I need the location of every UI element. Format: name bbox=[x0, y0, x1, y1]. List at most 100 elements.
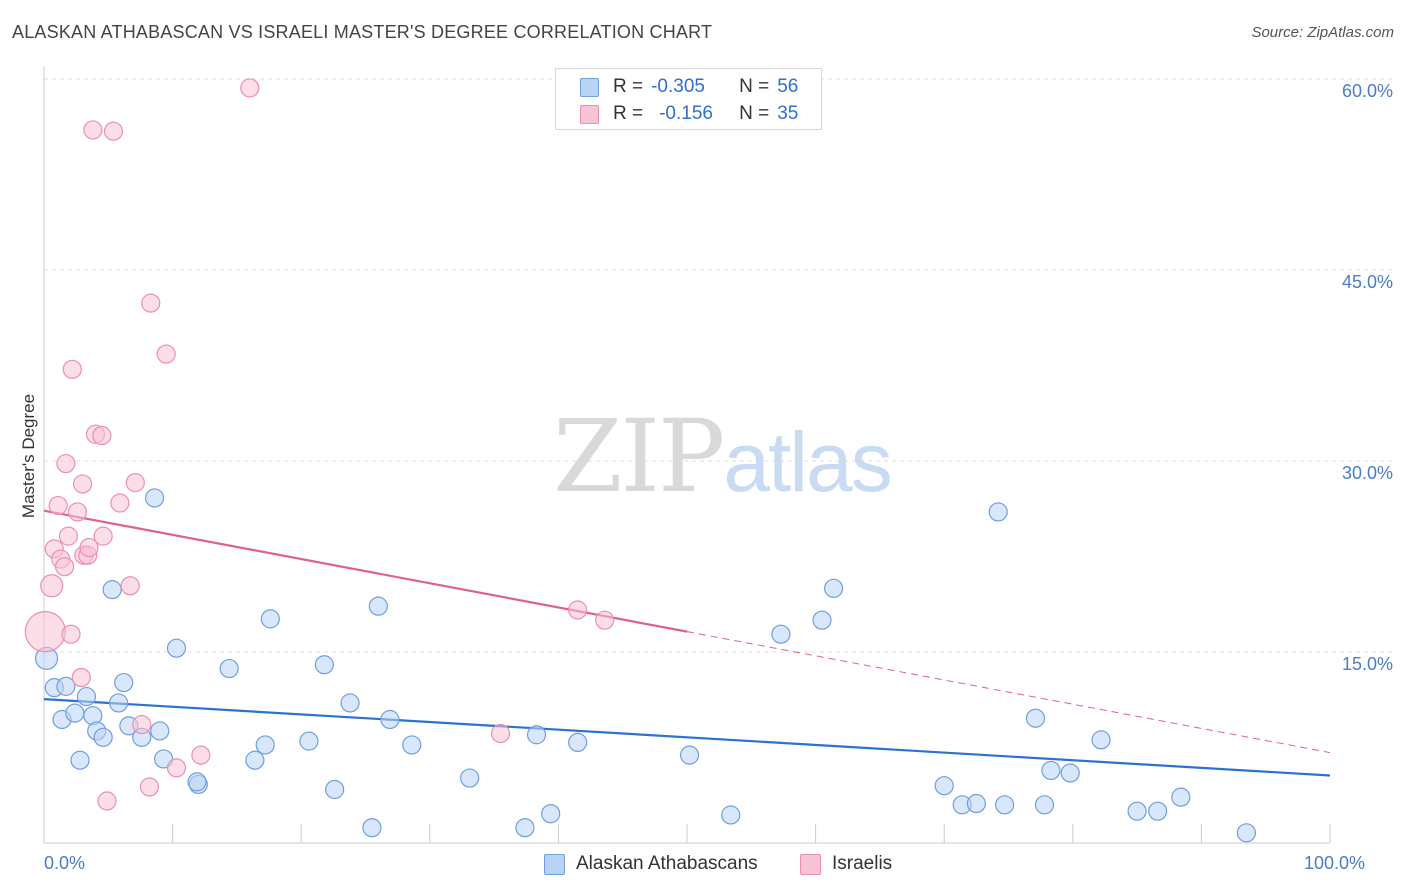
athabascan-point bbox=[812, 610, 832, 630]
israeli-point bbox=[92, 425, 112, 446]
israeli-point bbox=[93, 526, 113, 546]
athabascan-point bbox=[1091, 730, 1111, 750]
israeli-point bbox=[125, 473, 145, 493]
athabascan-point bbox=[966, 793, 986, 814]
bottom-legend-israeli: Israelis bbox=[800, 852, 892, 876]
athabascan-point bbox=[150, 721, 170, 741]
data-points bbox=[24, 78, 1257, 843]
athabascan-point bbox=[219, 658, 239, 679]
israeli-point bbox=[191, 745, 211, 765]
bottom-legend-label: Alaskan Athabascans bbox=[576, 853, 758, 874]
athabascan-point bbox=[568, 732, 588, 753]
athabascan-point bbox=[541, 804, 561, 824]
athabascan-point bbox=[460, 768, 480, 788]
chart-title: ALASKAN ATHABASCAN VS ISRAELI MASTER'S D… bbox=[12, 22, 713, 42]
israeli-point bbox=[58, 526, 79, 546]
israeli-point bbox=[79, 537, 99, 558]
israeli-point bbox=[56, 453, 76, 474]
athabascan-point bbox=[934, 776, 954, 796]
israeli-point bbox=[139, 777, 160, 797]
israeli-point bbox=[156, 344, 176, 364]
israeli-point bbox=[72, 474, 93, 494]
athabascan-point bbox=[299, 731, 319, 751]
israeli-point bbox=[48, 495, 68, 516]
israeli-point bbox=[71, 667, 91, 688]
legend-n-label: N = bbox=[739, 103, 770, 124]
israeli-point bbox=[62, 359, 82, 379]
athabascan-point bbox=[255, 735, 275, 755]
legend-row-israeli: R = -0.156 N = 35 bbox=[580, 103, 798, 125]
athabascan-point bbox=[187, 772, 207, 792]
legend-r-value: -0.305 bbox=[651, 76, 705, 97]
y-tick-label: 30.0% bbox=[1342, 463, 1393, 483]
israeli-point bbox=[103, 121, 124, 141]
y-tick-label: 15.0% bbox=[1342, 654, 1393, 674]
israeli-trend-extension bbox=[686, 631, 1331, 754]
legend-swatch-pink bbox=[580, 104, 599, 124]
athabascan-point bbox=[1034, 795, 1055, 815]
bottom-swatch-pink bbox=[800, 853, 821, 875]
athabascan-point bbox=[340, 693, 360, 713]
tick-labels: 15.0% 30.0% 45.0% 60.0% 0.0% 100.0% bbox=[44, 81, 1393, 873]
athabascan-point bbox=[988, 502, 1008, 522]
athabascan-point bbox=[245, 750, 265, 770]
athabascan-point bbox=[679, 745, 700, 765]
bottom-legend-athabascan: Alaskan Athabascans bbox=[544, 852, 758, 876]
legend-r-value: -0.156 bbox=[659, 103, 713, 124]
legend-r-label: R = bbox=[613, 103, 644, 124]
athabascan-point bbox=[114, 672, 134, 693]
athabascan-point bbox=[1171, 787, 1191, 807]
athabascan-point bbox=[65, 703, 85, 723]
athabascan-point bbox=[93, 727, 113, 747]
athabascan-point bbox=[721, 805, 741, 825]
athabascan-point bbox=[1041, 760, 1061, 781]
legend-n-value: 56 bbox=[777, 76, 799, 97]
legend-n-label: N = bbox=[739, 76, 770, 97]
athabascan-point bbox=[325, 779, 345, 800]
israeli-point bbox=[568, 600, 588, 620]
athabascan-point bbox=[995, 795, 1015, 815]
athabascan-point bbox=[380, 709, 400, 730]
legend-row-athabascan: R = -0.305 N = 56 bbox=[580, 76, 798, 98]
athabascan-point bbox=[144, 488, 165, 508]
grid-lines bbox=[44, 78, 1394, 653]
israeli-point bbox=[166, 758, 187, 778]
israeli-point bbox=[110, 493, 130, 513]
athabascan-point bbox=[824, 578, 844, 598]
israeli-point bbox=[24, 611, 66, 653]
athabascan-point bbox=[102, 580, 122, 600]
israeli-trend-line bbox=[43, 509, 688, 633]
israeli-point bbox=[40, 574, 64, 598]
israeli-point bbox=[240, 78, 260, 98]
y-tick-label: 60.0% bbox=[1342, 81, 1393, 101]
athabascan-trend-line bbox=[43, 698, 1331, 777]
athabascan-point bbox=[108, 693, 129, 713]
israeli-point bbox=[54, 557, 75, 577]
athabascan-point bbox=[1060, 763, 1080, 783]
athabascan-point bbox=[526, 725, 547, 745]
israeli-point bbox=[67, 502, 88, 522]
bottom-legend-label: Israelis bbox=[832, 853, 893, 874]
athabascan-point bbox=[76, 686, 97, 707]
israeli-point bbox=[61, 624, 81, 644]
israeli-point bbox=[97, 791, 117, 811]
source-label: Source: ZipAtlas.com bbox=[1251, 24, 1394, 41]
bottom-swatch-blue bbox=[544, 853, 565, 875]
legend-n-value: 35 bbox=[777, 103, 799, 124]
athabascan-point bbox=[166, 638, 187, 658]
x-tick-label: 0.0% bbox=[44, 853, 85, 873]
athabascan-point bbox=[1148, 801, 1168, 821]
israeli-point bbox=[132, 714, 152, 735]
axes bbox=[43, 66, 1331, 844]
athabascan-point bbox=[1025, 708, 1046, 728]
athabascan-point bbox=[362, 818, 382, 838]
legend-r-label: R = bbox=[613, 76, 644, 97]
correlation-legend: R = -0.305 N = 56 R = -0.156 N = 35 bbox=[555, 68, 822, 130]
athabascan-point bbox=[402, 735, 422, 755]
trend-lines bbox=[43, 509, 1331, 777]
athabascan-point bbox=[70, 750, 90, 770]
athabascan-point bbox=[771, 624, 791, 644]
x-tick-label: 100.0% bbox=[1304, 853, 1365, 873]
athabascan-point bbox=[1127, 801, 1147, 821]
israeli-point bbox=[120, 576, 140, 596]
